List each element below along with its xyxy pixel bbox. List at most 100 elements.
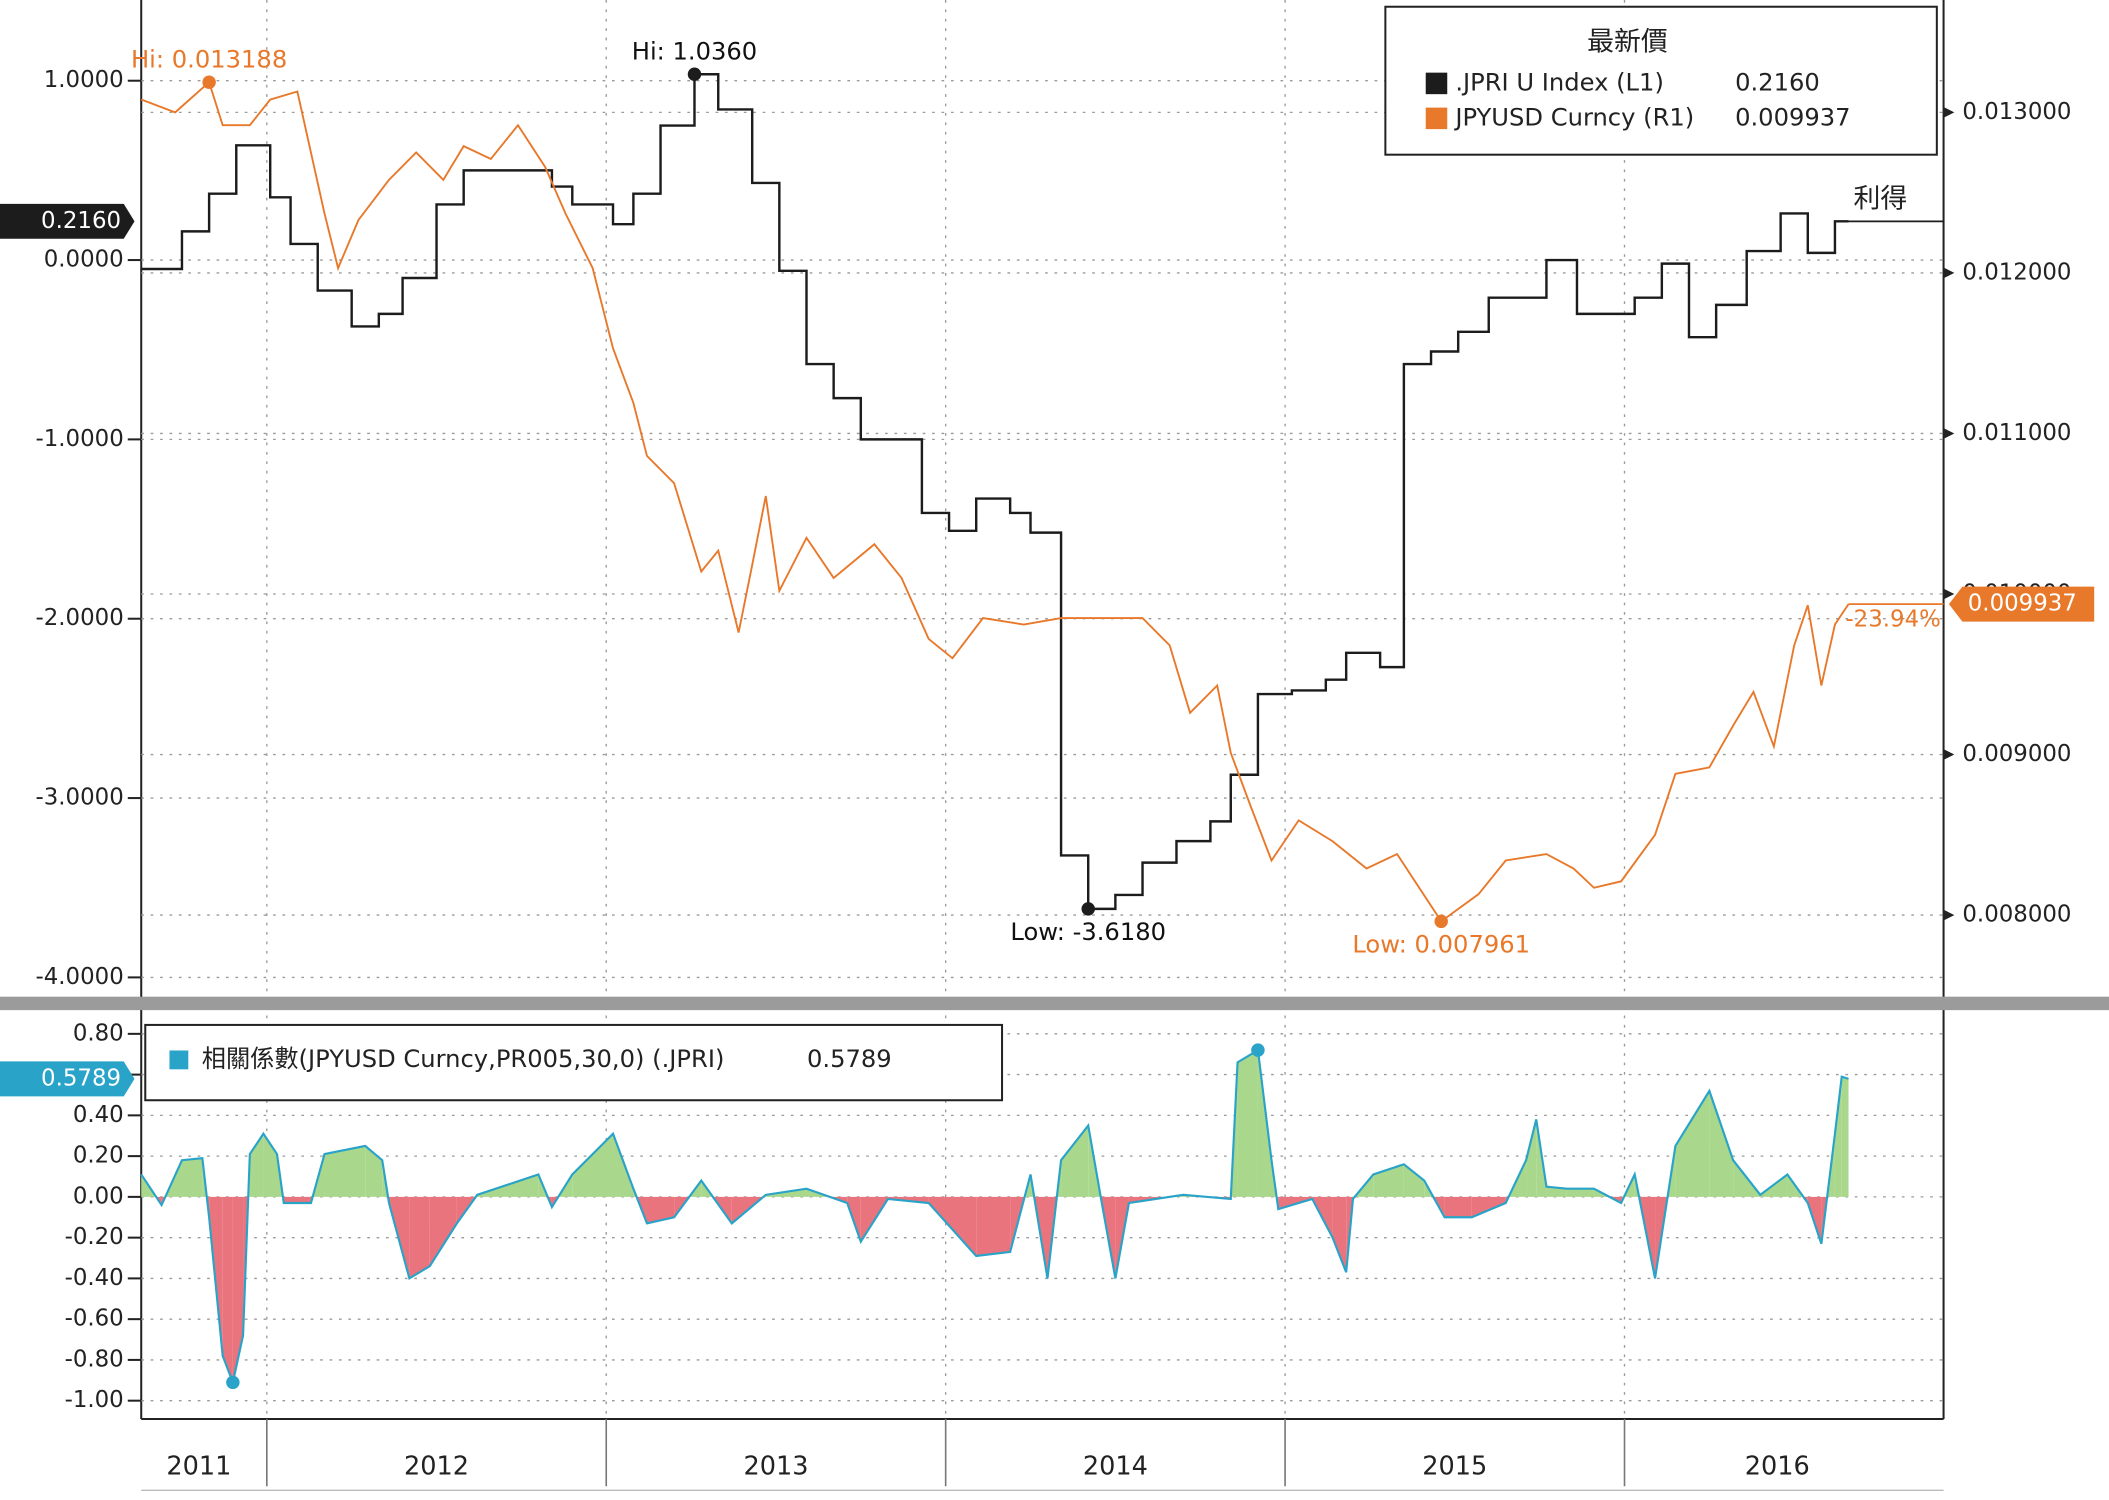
area-segment [1841,1076,1849,1197]
y-tick-label: -0.80 [65,1346,124,1372]
area-segment [1803,1196,1808,1203]
area-segment [976,1196,1011,1256]
high-dot [202,75,216,89]
area-segment [1566,1188,1594,1197]
low-dot [1434,914,1448,929]
high-label: Hi: 1.0360 [632,38,757,66]
last-value-tag [0,1061,135,1097]
area-segment [161,1196,166,1206]
y2-tick [1943,588,1955,600]
area-segment [222,1196,233,1383]
legend-value: 0.5789 [807,1045,892,1073]
area-segment [1230,1062,1238,1197]
y2-tick [1943,909,1955,921]
area-segment [1030,1174,1035,1197]
extreme-dot [226,1375,240,1390]
x-tick-label: 2011 [166,1451,231,1481]
area-segment [1047,1196,1057,1279]
last-value-label: 0.009937 [1968,591,2077,617]
area-segment [1526,1119,1537,1197]
y-tick-label: -1.0000 [36,426,124,452]
area-segment [572,1133,614,1197]
legend-swatch [1425,107,1448,130]
area-segment [1444,1196,1472,1218]
legend-label: 相關係數(JPYUSD Curncy,PR005,30,0) (.JPRI) [202,1045,725,1073]
y2-tick-label: 0.008000 [1962,902,2071,928]
area-segment [429,1196,457,1267]
last-value-tag [1948,586,2095,622]
last-value-label: 0.5789 [41,1065,121,1091]
legend-box [1384,5,1938,156]
x-tick-label: 2015 [1422,1451,1487,1481]
area-segment [365,1145,383,1197]
area-segment [1237,1050,1258,1197]
low-dot [1081,902,1095,916]
area-segment [1834,1076,1842,1197]
y-tick-label: -0.20 [65,1224,124,1250]
x-tick-label: 2016 [1745,1451,1810,1481]
change-label: -23.94% [1845,607,1940,633]
y-tick-label: 0.00 [73,1183,124,1209]
y-tick-label: -0.60 [65,1306,124,1332]
area-segment [156,1196,162,1206]
x-tick-label: 2012 [404,1451,469,1481]
legend-swatch [169,1050,189,1070]
y-tick-label: 0.40 [73,1102,124,1128]
y2-tick-label: 0.011000 [1962,420,2071,446]
y-tick-label: -4.0000 [36,964,124,990]
area-segment [409,1196,430,1279]
panel-divider [0,996,2109,1011]
series-line [140,80,1850,923]
legend-swatch [1425,72,1448,95]
area-segment [1639,1196,1656,1279]
extreme-dot [1251,1043,1265,1057]
y-tick-label: 0.0000 [44,247,124,273]
area-segment [1471,1196,1506,1218]
last-value-tag [0,203,135,239]
legend-label: JPYUSD Curncy (R1) [1453,103,1694,131]
series-line [140,1048,1849,1387]
x-tick-label: 2013 [743,1451,808,1481]
y-tick-label: 0.20 [73,1143,124,1169]
area-segment [206,1196,210,1218]
y-tick-label: -1.00 [65,1387,124,1413]
series-line [141,73,1849,911]
y-tick-label: -2.0000 [36,605,124,631]
high-label: Hi: 0.013188 [131,46,287,74]
area-segment [1709,1090,1734,1197]
legend-title: 最新價 [1587,27,1668,58]
area-segment [232,1196,244,1383]
y2-tick-label: 0.012000 [1962,259,2071,285]
area-segment [324,1145,366,1197]
x-tick-label: 2014 [1083,1451,1148,1481]
legend-label: .JPRI U Index (L1) [1455,68,1664,96]
area-segment [181,1158,203,1197]
area-segment [1403,1164,1425,1197]
area-segment [1332,1196,1347,1273]
y-tick-label: 0.80 [73,1020,124,1046]
y2-tick [1943,107,1955,118]
area-segment [646,1196,675,1224]
area-segment [283,1196,311,1203]
y2-tick [1943,428,1955,439]
low-label: Low: -3.6180 [1010,918,1166,946]
y-tick-label: -3.0000 [36,785,124,811]
area-segment [1257,1050,1272,1197]
high-dot [687,67,702,81]
legend-value: 0.2160 [1735,68,1820,96]
y-tick-label: -0.40 [65,1265,124,1291]
low-label: Low: 0.007961 [1352,931,1530,959]
y2-tick-label: 0.009000 [1962,741,2071,767]
area-segment [1675,1090,1710,1197]
end-note: 利得 [1853,183,1907,214]
last-value-label: 0.2160 [41,208,121,234]
area-segment [1061,1125,1089,1197]
y-tick-label: 1.0000 [44,67,124,93]
area-segment [1034,1196,1048,1279]
y2-tick [1943,749,1955,760]
legend-value: 0.009937 [1735,103,1851,131]
y2-tick-label: 0.013000 [1962,99,2071,125]
legend-box [144,1023,1004,1102]
